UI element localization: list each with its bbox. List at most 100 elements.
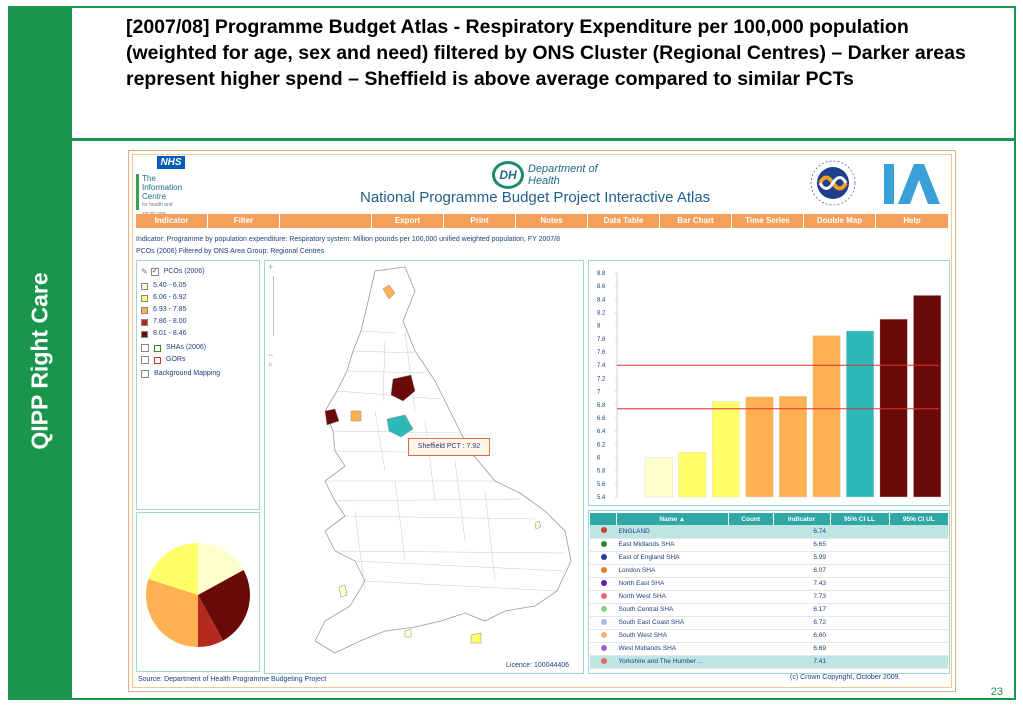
row-indicator: 6.72 bbox=[773, 616, 831, 630]
zoom-in-icon[interactable]: + bbox=[268, 262, 274, 272]
legend-layer-row[interactable]: ✎ ✓ PCOs (2006) bbox=[141, 267, 205, 277]
sidebar-band: QIPP Right Care bbox=[8, 6, 72, 700]
table-row[interactable]: South West SHA 6.60 bbox=[590, 629, 948, 643]
layer-checkbox[interactable]: ✓ bbox=[150, 268, 159, 276]
chart-bar[interactable] bbox=[779, 395, 807, 498]
zoom-slider[interactable] bbox=[272, 276, 274, 336]
menu-data-table[interactable]: Data Table bbox=[588, 214, 660, 228]
table-body: ENGLAND 6.74 East Midlands SHA 6.65 East of … bbox=[590, 525, 948, 669]
col-indicator[interactable]: Indicator bbox=[773, 513, 831, 525]
zoom-out-icon[interactable]: − bbox=[268, 350, 274, 360]
pie-panel bbox=[136, 512, 260, 672]
table-row[interactable]: South Central SHA 6.17 bbox=[590, 603, 948, 617]
menu-print[interactable]: Print bbox=[444, 214, 516, 228]
zoom-magnifier-icon[interactable]: ⌕ bbox=[268, 360, 273, 369]
pie-slice[interactable] bbox=[146, 578, 198, 647]
map-area-liverpool[interactable] bbox=[324, 408, 340, 426]
layer-title: PCOs (2006) bbox=[163, 268, 205, 275]
map-area-manchester[interactable] bbox=[350, 410, 362, 422]
pie-slice[interactable] bbox=[198, 569, 250, 641]
chart-bar[interactable] bbox=[678, 451, 707, 498]
ic-logo-line-2: Information bbox=[142, 183, 183, 192]
map-area-sheffield[interactable] bbox=[386, 414, 414, 438]
row-color-dot-icon bbox=[601, 527, 608, 534]
row-indicator: 7.41 bbox=[773, 655, 831, 669]
y-tick-label: 5.6 bbox=[597, 482, 606, 488]
menu-indicator[interactable]: Indicator bbox=[136, 214, 208, 228]
menu-notes[interactable]: Notes bbox=[516, 214, 588, 228]
menu-bar-chart[interactable]: Bar Chart bbox=[660, 214, 732, 228]
map-zoom-toolbar[interactable]: + − ⌕ bbox=[268, 262, 278, 369]
map-panel[interactable] bbox=[264, 260, 584, 674]
row-color-dot-icon bbox=[601, 592, 608, 599]
sha-swatch bbox=[154, 344, 161, 352]
pie-chart bbox=[146, 543, 250, 647]
map-area-newcastle[interactable] bbox=[382, 284, 396, 300]
map-area-london[interactable] bbox=[534, 520, 542, 530]
col-count[interactable]: Count bbox=[728, 513, 774, 525]
legend-background-row[interactable]: Background Mapping bbox=[141, 369, 220, 379]
chart-bar[interactable] bbox=[879, 318, 908, 498]
pie-slice[interactable] bbox=[198, 595, 224, 647]
chart-bar[interactable] bbox=[745, 396, 774, 498]
row-name: North East SHA bbox=[616, 577, 729, 591]
legend-sha-row[interactable]: SHAs (2006) bbox=[141, 343, 206, 353]
row-count bbox=[728, 590, 774, 604]
row-indicator: 6.07 bbox=[773, 564, 831, 578]
ic-logo-line-1: The bbox=[142, 174, 156, 183]
map-area-southampton[interactable] bbox=[404, 628, 412, 638]
table-row[interactable]: ENGLAND 6.74 bbox=[590, 525, 948, 539]
sort-up-icon[interactable]: ▲ bbox=[678, 515, 686, 523]
row-indicator: 6.60 bbox=[773, 629, 831, 643]
map-area-leeds[interactable] bbox=[390, 374, 416, 402]
menu-time-series[interactable]: Time Series bbox=[732, 214, 804, 228]
legend-gor-row[interactable]: GORs bbox=[141, 355, 185, 365]
gor-swatch bbox=[154, 356, 161, 364]
pencil-icon[interactable]: ✎ bbox=[141, 267, 148, 276]
row-color-cell bbox=[590, 616, 617, 630]
pie-slice[interactable] bbox=[148, 543, 198, 595]
chart-bar[interactable] bbox=[812, 335, 841, 498]
sha-checkbox[interactable] bbox=[141, 344, 149, 352]
ia-logo bbox=[884, 164, 940, 204]
chart-bar[interactable] bbox=[711, 401, 740, 498]
col-name[interactable]: Name ▲ bbox=[616, 513, 729, 525]
background-checkbox[interactable] bbox=[141, 370, 149, 378]
gor-label: GORs bbox=[166, 356, 186, 363]
legend-swatch-1 bbox=[141, 282, 148, 290]
col-ci-ul[interactable]: 95% CI UL bbox=[889, 513, 948, 525]
menu-export[interactable]: Export bbox=[372, 214, 444, 228]
col-ci-ll[interactable]: 95% CI LL bbox=[830, 513, 890, 525]
chart-bar[interactable] bbox=[913, 295, 942, 498]
table-row[interactable]: West Midlands SHA 6.69 bbox=[590, 642, 948, 656]
map-area-brighton[interactable] bbox=[470, 632, 482, 644]
filter-line: PCOs (2006) Filtered by ONS Area Group: … bbox=[136, 248, 325, 255]
row-indicator: 7.43 bbox=[773, 577, 831, 591]
copyright-text: (c) Crown Copyright, October 2009. bbox=[790, 674, 901, 681]
legend-panel: ✎ ✓ PCOs (2006) 5.40 - 6.05 6.06 - 6.92 … bbox=[136, 260, 260, 510]
table-row[interactable]: East Midlands SHA 6.65 bbox=[590, 538, 948, 552]
gor-checkbox[interactable] bbox=[141, 356, 149, 364]
table-row[interactable]: South East Coast SHA 6.72 bbox=[590, 616, 948, 630]
row-count bbox=[728, 642, 774, 656]
row-ci-ll bbox=[830, 590, 889, 604]
ia-logo-a bbox=[898, 164, 940, 204]
table-row[interactable]: Yorkshire and The Humber ... 7.41 bbox=[590, 655, 948, 669]
legend-class-5: 8.01 - 8.46 bbox=[141, 329, 186, 339]
menu-help[interactable]: Help bbox=[903, 216, 921, 225]
england-map[interactable] bbox=[265, 261, 583, 673]
background-label: Background Mapping bbox=[154, 370, 221, 377]
menu-double-map[interactable]: Double Map bbox=[804, 214, 876, 228]
chart-bar[interactable] bbox=[644, 457, 673, 498]
sha-label: SHAs (2006) bbox=[166, 344, 207, 351]
row-indicator: 7.73 bbox=[773, 590, 831, 604]
chart-bar[interactable] bbox=[846, 330, 875, 498]
legend-class-3: 6.93 - 7.85 bbox=[141, 305, 186, 315]
map-area-bristol[interactable] bbox=[338, 584, 348, 598]
menu-filter[interactable]: Filter bbox=[208, 214, 280, 228]
pie-slice[interactable] bbox=[198, 543, 244, 595]
table-row[interactable]: London SHA 6.07 bbox=[590, 564, 948, 578]
table-row[interactable]: East of England SHA 5.99 bbox=[590, 551, 948, 565]
table-row[interactable]: North East SHA 7.43 bbox=[590, 577, 948, 591]
table-row[interactable]: North West SHA 7.73 bbox=[590, 590, 948, 604]
